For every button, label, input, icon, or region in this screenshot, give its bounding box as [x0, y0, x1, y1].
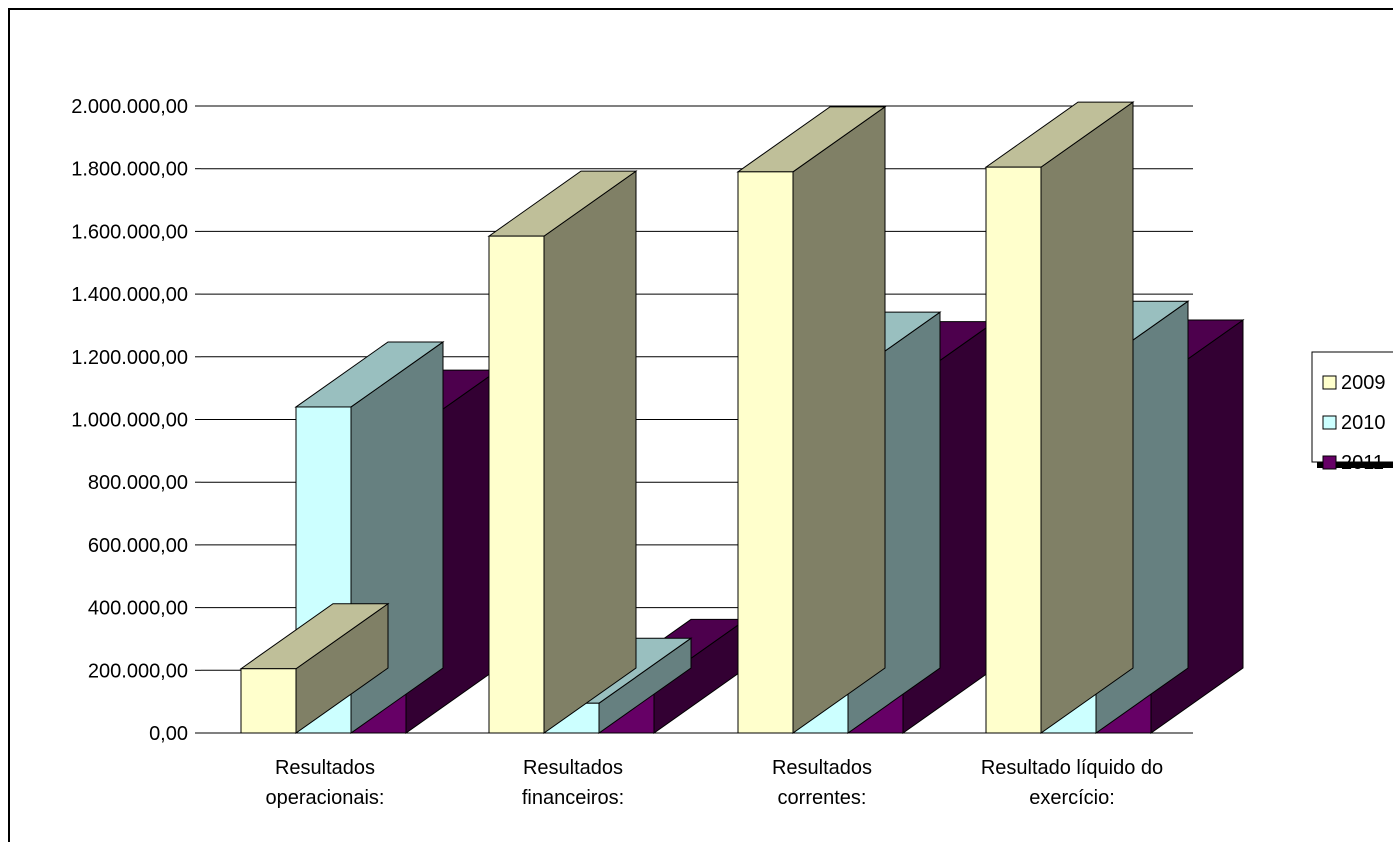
bar-front — [240, 668, 297, 734]
bar-front — [985, 166, 1042, 734]
bar-2009-1 — [239, 602, 390, 734]
y-tick-label: 800.000,00 — [88, 472, 188, 494]
y-tick-label: 1.600.000,00 — [71, 221, 188, 243]
y-tick-label: 0,00 — [149, 723, 188, 745]
bar-front — [488, 235, 545, 734]
y-tick-label: 400.000,00 — [88, 598, 188, 620]
bar-2009-2 — [487, 170, 638, 734]
y-tick-label: 2.000.000,00 — [71, 96, 188, 118]
legend: 2009 2010 2011 — [1311, 351, 1393, 474]
x-category-label: Resultados financeiros: — [522, 757, 624, 809]
bar-side — [543, 170, 637, 734]
y-tick-label: 1.400.000,00 — [71, 284, 188, 306]
legend-label-2010: 2010 — [1341, 412, 1386, 434]
y-tick-label: 200.000,00 — [88, 660, 188, 682]
x-category-label: Resultados operacionais: — [266, 757, 385, 809]
legend-label-2009: 2009 — [1341, 372, 1386, 394]
x-axis-category-labels: Resultados operacionais: Resultados finance… — [266, 757, 1164, 809]
x-category-label: Resultado líquido do exercício: — [981, 757, 1163, 809]
y-tick-label: 1.200.000,00 — [71, 347, 188, 369]
legend-swatch-2009 — [1322, 375, 1337, 390]
bar-side — [792, 105, 886, 734]
y-axis-tick-labels: 0,00 200.000,00 400.000,00 600.000,00 800.00… — [71, 96, 188, 745]
y-tick-label: 1.000.000,00 — [71, 410, 188, 432]
x-category-label: Resultados correntes: — [772, 757, 872, 809]
bar-2009-4 — [984, 101, 1135, 734]
legend-swatch-2011 — [1322, 455, 1337, 470]
legend-box — [1311, 351, 1393, 463]
y-tick-label: 600.000,00 — [88, 535, 188, 557]
bars — [201, 101, 1245, 734]
legend-label-2011: 2011 — [1341, 452, 1384, 474]
bar-side — [1040, 101, 1134, 734]
bar-front — [737, 171, 794, 734]
legend-swatch-2010 — [1322, 415, 1337, 430]
bar-2009-3 — [736, 105, 887, 734]
y-tick-label: 1.800.000,00 — [71, 159, 188, 181]
